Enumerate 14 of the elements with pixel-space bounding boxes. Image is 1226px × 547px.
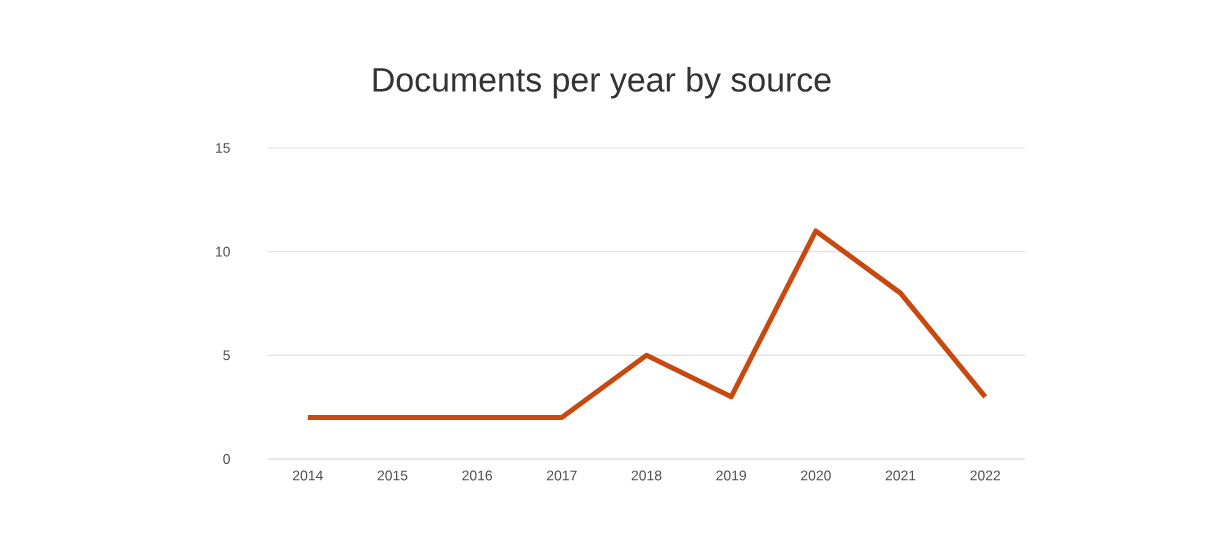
x-tick-label: 2021: [885, 470, 916, 481]
chart-title: Documents per year by source: [373, 66, 831, 99]
y-tick-label: 15: [216, 143, 230, 153]
x-tick-label: 2018: [631, 470, 662, 481]
x-tick-label: 2015: [377, 470, 408, 481]
x-tick-label: 2022: [970, 470, 1001, 481]
x-tick-label: 2020: [801, 470, 831, 481]
y-tick-label: 0: [223, 454, 230, 464]
x-tick-label: 2017: [547, 470, 577, 481]
x-tick-label: 2019: [716, 470, 747, 481]
x-tick-label: 2016: [462, 470, 493, 481]
y-tick-label: 5: [223, 350, 230, 361]
y-tick-label: 10: [216, 246, 230, 257]
x-tick-label: 2014: [292, 470, 323, 481]
